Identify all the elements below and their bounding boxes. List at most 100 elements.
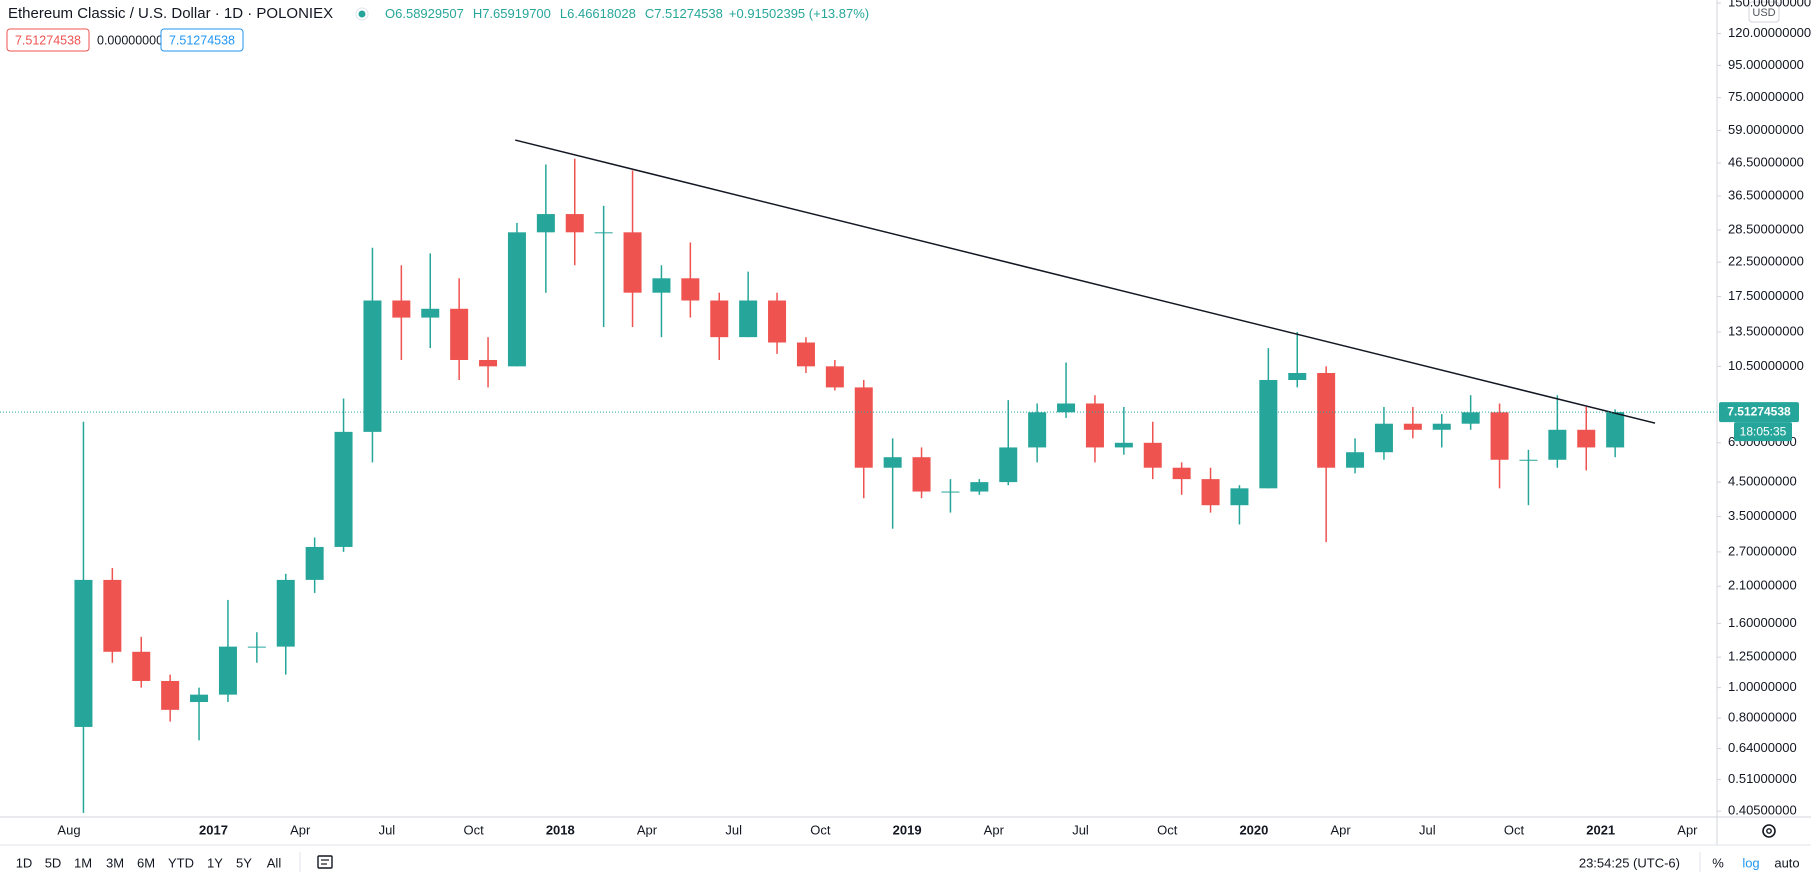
candle-body xyxy=(1143,442,1162,468)
x-tick-label: Oct xyxy=(463,822,484,837)
x-tick-label: Apr xyxy=(984,822,1005,837)
candle-body xyxy=(1288,373,1307,381)
candle-body xyxy=(1230,488,1249,506)
candle-body xyxy=(681,278,700,301)
candle-body xyxy=(796,342,815,367)
compare-icon[interactable] xyxy=(317,855,333,869)
candle-body xyxy=(218,646,237,695)
range-button[interactable]: 5Y xyxy=(236,855,252,870)
scale-option[interactable]: % xyxy=(1712,855,1724,870)
ohlc-key: L xyxy=(560,6,567,21)
y-tick-label: 28.50000000 xyxy=(1728,221,1804,236)
candle-body xyxy=(1374,423,1393,453)
y-tick-label: 0.51000000 xyxy=(1728,771,1797,786)
scale-option[interactable]: log xyxy=(1742,855,1759,870)
candle-body xyxy=(161,680,180,710)
candle-body xyxy=(1548,429,1567,460)
candle-body xyxy=(507,232,526,367)
candle-body xyxy=(74,579,93,727)
x-tick-label: Oct xyxy=(810,822,831,837)
x-tick-label: 2020 xyxy=(1239,822,1268,837)
candle-body xyxy=(450,308,469,360)
y-tick-label: 120.00000000 xyxy=(1728,25,1811,40)
settings-icon[interactable] xyxy=(1762,824,1776,838)
candle-body xyxy=(1606,412,1625,448)
indicator-row: 7.51274538 0.00000000 7.51274538 xyxy=(6,28,244,52)
y-tick-label: 36.50000000 xyxy=(1728,188,1804,203)
y-tick-label: 75.00000000 xyxy=(1728,89,1804,104)
candle-body xyxy=(652,278,671,293)
x-tick-label: Apr xyxy=(1330,822,1351,837)
y-tick-label: 150.00000000 xyxy=(1728,0,1811,9)
range-button[interactable]: 3M xyxy=(106,855,124,870)
gear-hub xyxy=(1766,828,1772,834)
candle-body xyxy=(1259,380,1278,489)
x-tick-label: Jul xyxy=(379,822,396,837)
currency-box[interactable]: USD xyxy=(1748,1,1780,23)
y-tick-label: 17.50000000 xyxy=(1728,288,1804,303)
candle-body xyxy=(1201,479,1220,506)
x-tick-label: 2018 xyxy=(546,822,575,837)
trend-line[interactable] xyxy=(515,139,1656,424)
y-tick-label: 4.50000000 xyxy=(1728,474,1797,489)
y-tick-label: 1.25000000 xyxy=(1728,649,1797,664)
icon-frame xyxy=(317,855,333,869)
range-button[interactable]: All xyxy=(267,855,282,870)
range-button[interactable]: 6M xyxy=(137,855,155,870)
candle-body xyxy=(305,546,324,580)
range-button[interactable]: 1D xyxy=(16,855,33,870)
range-button[interactable]: YTD xyxy=(168,855,194,870)
candle-body xyxy=(103,579,122,652)
ohlc-key: H xyxy=(473,6,482,21)
candle-body xyxy=(1519,459,1538,461)
y-tick-label: 1.60000000 xyxy=(1728,615,1797,630)
y-tick-label: 2.10000000 xyxy=(1728,578,1797,593)
candle-body xyxy=(1028,412,1047,448)
candle-body xyxy=(1403,423,1422,430)
candle-body xyxy=(1114,442,1133,448)
candle-body xyxy=(594,232,613,234)
candle-body xyxy=(392,300,411,318)
x-tick-label: Oct xyxy=(1504,822,1525,837)
gear-ring xyxy=(1762,824,1776,838)
candle-body xyxy=(247,646,266,648)
candle-body xyxy=(565,214,584,233)
indicator-value: 7.51274538 xyxy=(169,33,235,47)
range-button[interactable]: 1M xyxy=(74,855,92,870)
x-tick-label: Apr xyxy=(290,822,311,837)
candle-body xyxy=(1432,423,1451,430)
x-tick-label: Jul xyxy=(1419,822,1436,837)
y-tick-label: 46.50000000 xyxy=(1728,154,1804,169)
candle-body xyxy=(363,300,382,432)
status-dot[interactable] xyxy=(358,10,366,18)
legend-header: Ethereum Classic / U.S. Dollar · 1D · PO… xyxy=(8,5,869,22)
candle-body xyxy=(912,457,931,492)
y-tick-label: 22.50000000 xyxy=(1728,254,1804,269)
y-tick-label: 3.50000000 xyxy=(1728,508,1797,523)
candle-body xyxy=(276,579,295,647)
x-tick-label: Jul xyxy=(725,822,742,837)
candle-body xyxy=(970,482,989,492)
ohlc-key: O xyxy=(385,6,395,21)
plot-area xyxy=(0,139,1717,813)
ohlc-change: +0.91502395 (+13.87%) xyxy=(729,6,869,21)
currency-frame xyxy=(1748,1,1780,23)
x-tick-label: 2019 xyxy=(893,822,922,837)
range-button[interactable]: 1Y xyxy=(207,855,223,870)
range-button[interactable]: 5D xyxy=(45,855,62,870)
x-tick-label: Oct xyxy=(1157,822,1178,837)
candle-body xyxy=(132,651,151,681)
y-tick-label: 0.80000000 xyxy=(1728,710,1797,725)
candle-body xyxy=(190,694,209,703)
clock: 23:54:25 (UTC-6) xyxy=(1579,855,1680,870)
y-tick-label: 10.50000000 xyxy=(1728,358,1804,373)
y-tick-label: 2.70000000 xyxy=(1728,543,1797,558)
indicator-box xyxy=(6,28,90,52)
scale-option[interactable]: auto xyxy=(1774,855,1799,870)
ohlc-key: C xyxy=(645,6,654,21)
candle-body xyxy=(479,359,498,367)
y-tick-label: 95.00000000 xyxy=(1728,57,1804,72)
